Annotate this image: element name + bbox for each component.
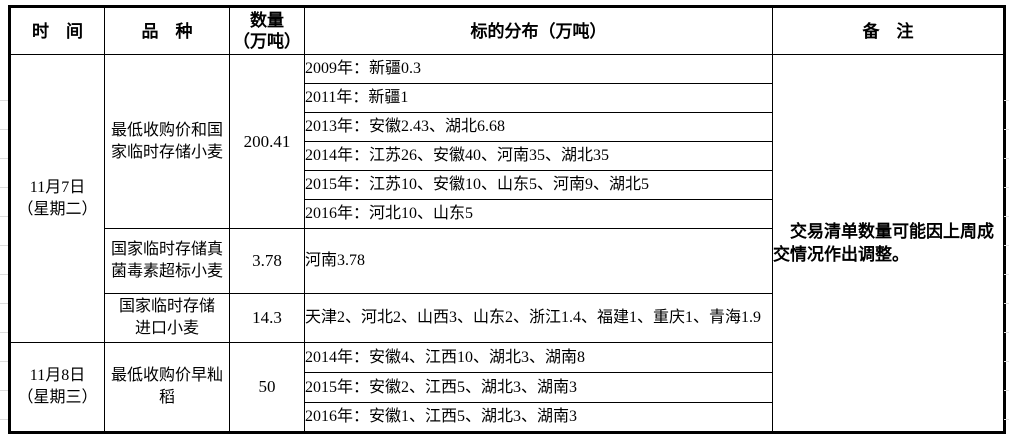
gridline-stub [1004,419,1009,420]
cell-dist-2013: 2013年：安徽2.43、湖北6.68 [304,112,773,142]
cell-variety-minprice-wheat: 最低收购价和国 家临时存储小麦 [104,54,230,229]
cell-qty-imported-wheat: 14.3 [229,293,305,343]
gridline-stub [0,390,8,391]
table-header-row: 时 间 品 种 数量 （万吨） 标的分布（万吨） 备 注 [9,6,1005,55]
header-note: 备 注 [772,6,1005,55]
header-quantity: 数量 （万吨） [229,6,305,55]
gridline-stub [0,216,8,217]
cell-dist-2015-rice: 2015年：安徽2、江西5、湖北3、湖南3 [304,372,773,403]
cell-dist-henan: 河南3.78 [304,228,773,294]
gridline-stub [1004,390,1009,391]
table-row: 2011年：新疆1 [10,83,1005,113]
table-row: 2016年：河北10、山东5 [10,199,1005,229]
gridline-stub [1004,361,1009,362]
header-time: 时 间 [9,6,105,55]
gridline-stub [1004,216,1009,217]
gridline-stub [1004,129,1009,130]
gridline-stub [0,332,8,333]
header-variety: 品 种 [104,6,230,55]
cell-variety-early-rice: 最低收购价早籼 稻 [104,342,230,433]
cell-variety-imported-wheat: 国家临时存储 进口小麦 [104,293,230,343]
cell-variety-mycotoxin-wheat: 国家临时存储真 菌毒素超标小麦 [104,228,230,294]
cell-dist-2011: 2011年：新疆1 [304,83,773,113]
gridline-stub [1004,332,1009,333]
gridline-stub [1004,245,1009,246]
cell-qty-early-rice: 50 [229,342,305,433]
cell-dist-imported-wheat: 天津2、河北2、山西3、山东2、浙江1.4、福建1、重庆1、青海1.9 [304,293,773,343]
header-distribution: 标的分布（万吨） [304,6,773,55]
gridline-stub [0,274,8,275]
cell-dist-2014-rice: 2014年：安徽4、江西10、湖北3、湖南8 [304,342,773,373]
gridline-stub [0,245,8,246]
cell-dist-2014-wheat: 2014年：江苏26、安徽40、河南35、湖北35 [304,141,773,171]
table-row: 2015年：江苏10、安徽10、山东5、河南9、湖北5 [10,170,1005,200]
cell-qty-minprice-wheat: 200.41 [229,54,305,229]
cell-dist-2016-wheat: 2016年：河北10、山东5 [304,199,773,229]
table-row: 2013年：安徽2.43、湖北6.68 [10,112,1005,142]
gridline-stub [1004,303,1009,304]
cell-note: 交易清单数量可能因上周成 交情况作出调整。 [772,54,1005,433]
cell-date-nov7: 11月7日 （星期二） [9,54,105,343]
table-row: 11月8日 （星期三） 最低收购价早籼 稻 50 2014年：安徽4、江西10、… [9,342,1005,433]
cell-dist-2009: 2009年：新疆0.3 [304,54,773,84]
cell-dist-2015-wheat: 2015年：江苏10、安徽10、山东5、河南9、湖北5 [304,170,773,200]
gridline-stub [0,303,8,304]
gridline-stub [0,129,8,130]
table-row: 2016年：安徽1、江西5、湖北3、湖南3 [10,402,1005,433]
auction-table: 时 间 品 种 数量 （万吨） 标的分布（万吨） 备 注 11月7日 （星期二）… [8,5,1006,434]
gridline-stub [0,419,8,420]
gridline-stub [0,361,8,362]
table-row: 国家临时存储真 菌毒素超标小麦 3.78 河南3.78 [10,228,1005,294]
gridline-stub [0,187,8,188]
gridline-stub [1004,158,1009,159]
gridline-stub [1004,187,1009,188]
cell-dist-2016-rice: 2016年：安徽1、江西5、湖北3、湖南3 [304,402,773,433]
table-row: 11月7日 （星期二） 最低收购价和国 家临时存储小麦 200.41 2009年… [9,54,1005,433]
gridline-stub [1004,274,1009,275]
cell-qty-mycotoxin-wheat: 3.78 [229,228,305,294]
gridline-stub [0,158,8,159]
cell-date-nov8: 11月8日 （星期三） [9,342,105,433]
gridline-stub [1004,100,1009,101]
gridline-stub [0,100,8,101]
